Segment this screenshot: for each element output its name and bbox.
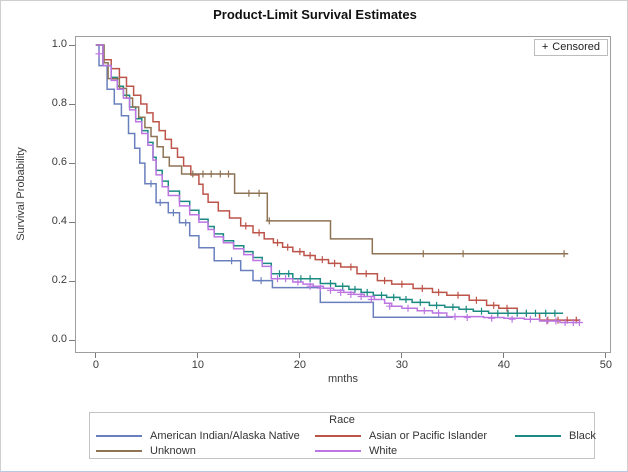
censored-marks-asian-or-pacific-islander — [242, 222, 580, 324]
legend-entry-white: White — [315, 444, 397, 457]
legend-line-swatch — [96, 434, 142, 437]
legend-line-swatch — [315, 434, 361, 437]
y-tick — [69, 44, 75, 46]
legend-entry-black: Black — [515, 429, 596, 442]
legend-line-swatch — [315, 449, 361, 452]
legend-label: Black — [569, 429, 596, 442]
x-tick — [299, 353, 301, 358]
legend-entry-asian-or-pacific-islander: Asian or Pacific Islander — [315, 429, 487, 442]
x-tick — [197, 353, 199, 358]
y-tick — [69, 162, 75, 164]
x-tick-label: 20 — [293, 359, 307, 371]
y-tick-label: 0.6 — [51, 156, 67, 169]
x-tick — [95, 353, 97, 358]
legend-title: Race — [329, 414, 355, 426]
censored-legend-box: + Censored — [533, 39, 608, 56]
legend-entry-unknown: Unknown — [96, 444, 196, 457]
y-tick — [69, 103, 75, 105]
censored-marks-american-indian-alaska-native — [147, 180, 265, 285]
censored-plus-icon: + — [541, 41, 549, 53]
plot-area — [75, 36, 611, 353]
x-tick — [401, 353, 403, 358]
y-tick-label: 0.2 — [51, 274, 67, 287]
curve-unknown — [95, 44, 569, 255]
censored-marks-black — [276, 270, 559, 317]
y-tick — [69, 221, 75, 223]
curve-black — [95, 44, 564, 315]
x-tick-label: 50 — [599, 359, 613, 371]
censored-marks-white — [95, 50, 583, 326]
x-tick — [605, 353, 607, 358]
curve-american-indian-alaska-native — [95, 44, 453, 318]
x-axis-title: mnths — [328, 373, 358, 385]
survival-curves-svg — [95, 44, 583, 326]
x-tick-label: 30 — [395, 359, 409, 371]
legend-label: Unknown — [150, 444, 196, 457]
censored-label: Censored — [552, 41, 600, 53]
x-tick-label: 0 — [92, 359, 99, 371]
y-tick — [69, 339, 75, 341]
y-tick-label: 0.0 — [51, 333, 67, 346]
legend-label: Asian or Pacific Islander — [369, 429, 487, 442]
legend-box: Race American Indian/Alaska Native Asian… — [89, 412, 596, 459]
y-tick-label: 1.0 — [51, 38, 67, 50]
legend-label: American Indian/Alaska Native — [150, 429, 300, 442]
legend-entry-american-indian-alaska-native: American Indian/Alaska Native — [96, 429, 300, 442]
legend-line-swatch — [96, 449, 142, 452]
censored-marks-unknown — [189, 170, 568, 258]
y-axis-title: Survival Probability — [15, 147, 27, 241]
x-tick-label: 40 — [497, 359, 511, 371]
y-tick — [69, 280, 75, 282]
y-tick-label: 0.8 — [51, 97, 67, 109]
legend-line-swatch — [515, 434, 561, 437]
x-tick-label: 10 — [191, 359, 205, 371]
x-tick — [503, 353, 505, 358]
legend-label: White — [369, 444, 398, 457]
y-tick-label: 0.4 — [51, 215, 67, 228]
chart-title: Product-Limit Survival Estimates — [213, 7, 417, 22]
